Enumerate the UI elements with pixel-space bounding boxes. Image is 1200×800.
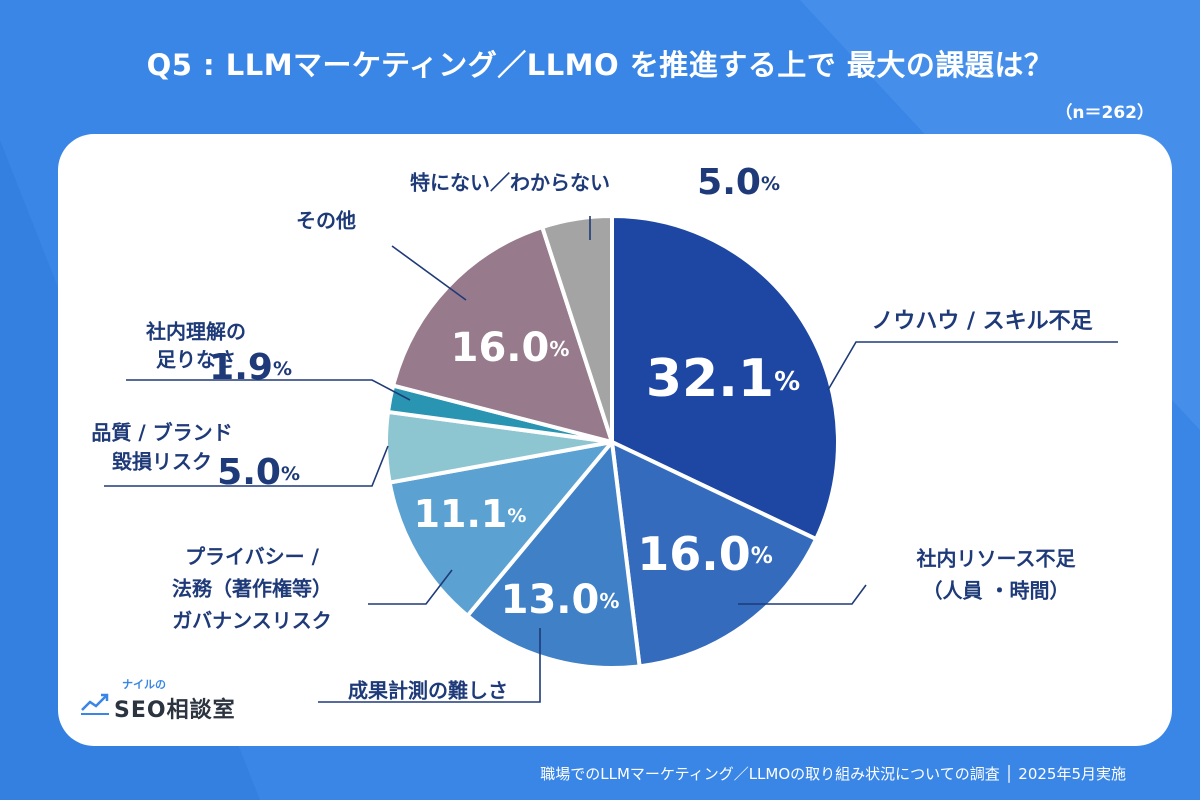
chart-title: Q5 : LLMマーケティング／LLMO を推進する上で 最大の課題は？ — [146, 48, 1054, 82]
slice-category-label: 毀損リスク — [112, 450, 212, 474]
leader-line — [368, 569, 453, 605]
slice-category-label: 法務（著作権等） — [172, 577, 332, 601]
slice-category-label: 成果計測の難しさ — [348, 679, 508, 703]
slice-category-label: ノウハウ / スキル不足 — [871, 309, 1092, 334]
pie-slice — [540, 214, 614, 444]
leader-line — [827, 341, 1118, 391]
slice-value-label: 1.9% — [209, 347, 292, 388]
pie-slice — [465, 440, 642, 670]
slice-category-label: （人員 ・時間） — [923, 579, 1070, 603]
sample-size-label: （n＝262） — [1055, 103, 1154, 123]
logo-small-text: ナイルの — [122, 678, 166, 691]
slice-category-label: 特にない／わからない — [410, 171, 610, 195]
pie-slice — [387, 440, 614, 618]
slice-category-label: 足りなさ — [156, 348, 236, 372]
slice-value-label: 5.0% — [217, 452, 300, 493]
slice-category-label: その他 — [296, 209, 356, 233]
slice-value-label: 16.0% — [451, 325, 570, 371]
slice-value-label: 16.0% — [637, 527, 773, 581]
slice-category-label: ガバナンスリスク — [172, 609, 332, 633]
leader-line — [738, 584, 867, 605]
source-note: 職場でのLLMマーケティング／LLMOの取り組み状況についての調査 │ 2025… — [540, 765, 1126, 783]
slice-value-label: 5.0% — [697, 162, 780, 203]
trend-chart-icon — [81, 693, 109, 715]
logo-title-text: 相談室 — [166, 698, 236, 723]
leader-line — [126, 379, 411, 401]
logo-seo-text: SEO — [114, 698, 167, 723]
pie-slice — [610, 214, 840, 542]
logo: ナイルの SEO相談室 — [80, 676, 240, 726]
slice-value-label: 13.0% — [501, 577, 620, 623]
leader-line — [391, 245, 467, 301]
slice-value-label: 11.1% — [414, 492, 527, 536]
slice-category-label: 社内リソース不足 — [916, 547, 1077, 571]
leader-line — [318, 628, 541, 703]
slice-category-label: 社内理解の — [145, 320, 246, 344]
slice-value-label: 32.1% — [646, 349, 800, 409]
slice-category-label: プライバシー / — [185, 545, 320, 569]
pie-slice — [610, 440, 819, 669]
logo-main-text: SEO相談室 — [114, 692, 236, 724]
leader-line — [104, 445, 389, 487]
slice-category-label: 品質 / ブランド — [91, 421, 232, 445]
